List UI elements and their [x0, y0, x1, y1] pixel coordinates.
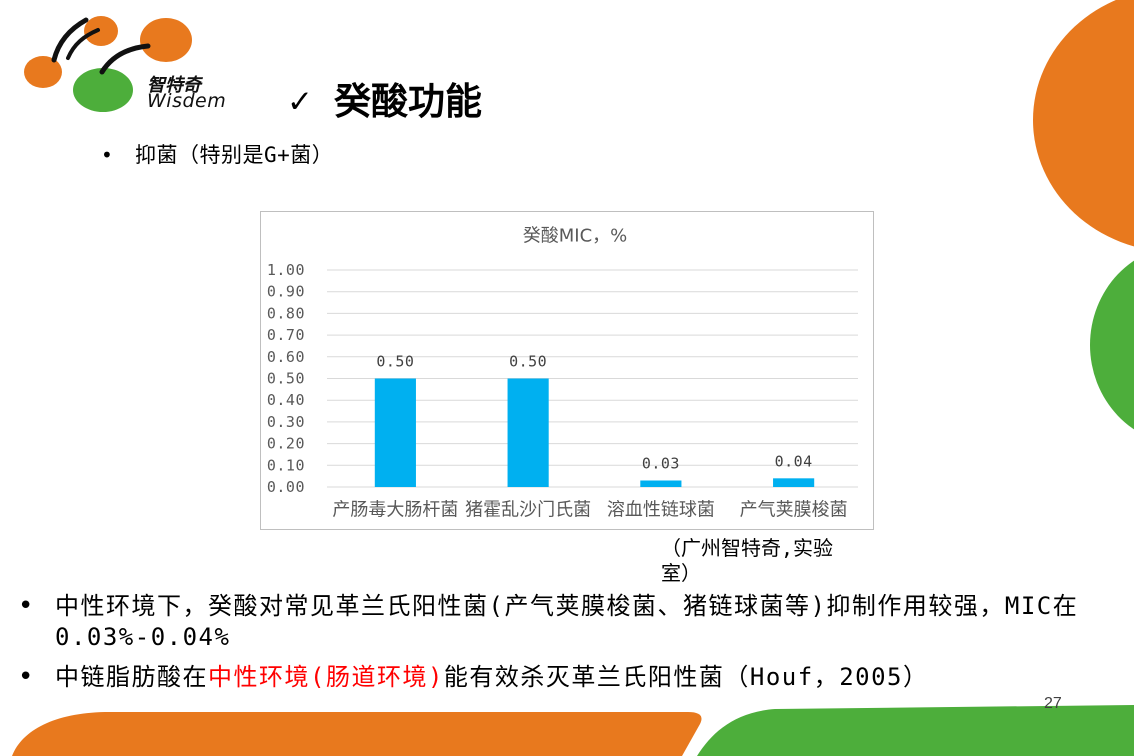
source-note: （广州智特奇,实验室） — [661, 536, 834, 585]
bar-chart: 癸酸MIC，% 0.50 0.50 0.03 0.04 1.00 0.90 0.80 0.7… — [260, 211, 874, 530]
y-tick-label: 1.00 — [267, 261, 305, 279]
slide-title-text: 癸酸功能 — [334, 80, 482, 123]
logo-orange-dot — [140, 18, 192, 62]
chart-title: 癸酸MIC，% — [523, 226, 628, 247]
slide-title: ✓ 癸酸功能 — [280, 76, 500, 128]
key-point-text: 中链脂肪酸在 — [55, 663, 208, 691]
bar — [507, 378, 549, 487]
y-tick-label: 0.70 — [267, 326, 305, 344]
bar — [773, 478, 815, 487]
bar — [374, 378, 416, 487]
bullet-marker: • — [18, 662, 34, 692]
y-tick-label: 0.10 — [267, 456, 305, 474]
logo-name-en: Wisdem — [147, 90, 226, 112]
category-label: 产肠毒大肠杆菌 — [332, 500, 458, 521]
y-tick-label: 0.30 — [267, 413, 305, 431]
logo-name-cn: 智特奇 — [147, 75, 204, 96]
intro-bullet: • 抑菌（特别是G+菌） — [0, 142, 420, 168]
logo-orange-dot — [84, 16, 118, 46]
y-tick-label: 0.40 — [267, 391, 305, 409]
y-tick-label: 0.00 — [267, 478, 305, 496]
category-label: 猪霍乱沙门氏菌 — [465, 500, 591, 521]
chart-border — [260, 211, 874, 530]
y-tick-label: 0.20 — [267, 435, 305, 453]
bullet-marker: • — [18, 591, 34, 621]
key-point: • 中链脂肪酸在中性环境(肠道环境)能有效杀灭革兰氏阳性菌（Houf，2005） — [18, 662, 1115, 693]
key-point-text: 中性环境下，癸酸对常见革兰氏阳性菌(产气荚膜梭菌、猪链球菌等)抑制作用较强，MI… — [55, 592, 1079, 651]
orange-bottom-swoosh — [12, 712, 702, 756]
y-tick-label: 0.50 — [267, 370, 305, 388]
logo-stroke — [51, 17, 89, 63]
orange-corner-circle — [1033, 0, 1134, 247]
highlighted-text: 中性环境(肠道环境) — [208, 663, 444, 691]
chart-container: 癸酸MIC，% 0.50 0.50 0.03 0.04 1.00 0.90 0.80 0.7… — [260, 211, 874, 530]
data-label: 0.03 — [642, 454, 680, 472]
page-number: 27 — [1044, 695, 1062, 712]
category-label: 溶血性链球菌 — [607, 500, 715, 521]
bars — [374, 378, 815, 487]
key-point-text: 能有效杀灭革兰氏阳性菌（Houf，2005） — [443, 663, 929, 691]
data-label: 0.50 — [509, 353, 547, 371]
check-icon: ✓ — [287, 84, 313, 120]
bullet-marker: • — [101, 143, 113, 167]
category-label: 产气荚膜梭菌 — [740, 500, 848, 521]
bar — [640, 480, 682, 487]
axis-labels: 1.00 0.90 0.80 0.70 0.60 0.50 0.40 0.30 0.20 0.10… — [267, 261, 848, 521]
intro-bullet-text: 抑菌（特别是G+菌） — [135, 143, 334, 167]
y-tick-label: 0.80 — [267, 304, 305, 322]
y-tick-label: 0.90 — [267, 283, 305, 301]
green-side-circle — [1090, 260, 1134, 430]
logo-green-dot — [73, 68, 133, 112]
green-bottom-swoosh — [697, 705, 1134, 756]
y-tick-label: 0.60 — [267, 348, 305, 366]
data-labels: 0.50 0.50 0.03 0.04 — [376, 353, 812, 473]
logo-orange-dot — [24, 56, 62, 88]
company-logo: 智特奇 Wisdem — [24, 16, 226, 112]
data-label: 0.50 — [376, 353, 414, 371]
data-label: 0.04 — [775, 452, 813, 470]
logo-stroke — [66, 28, 100, 60]
logo-stroke — [99, 43, 151, 75]
key-point: • 中性环境下，癸酸对常见革兰氏阳性菌(产气荚膜梭菌、猪链球菌等)抑制作用较强，… — [18, 591, 1115, 653]
